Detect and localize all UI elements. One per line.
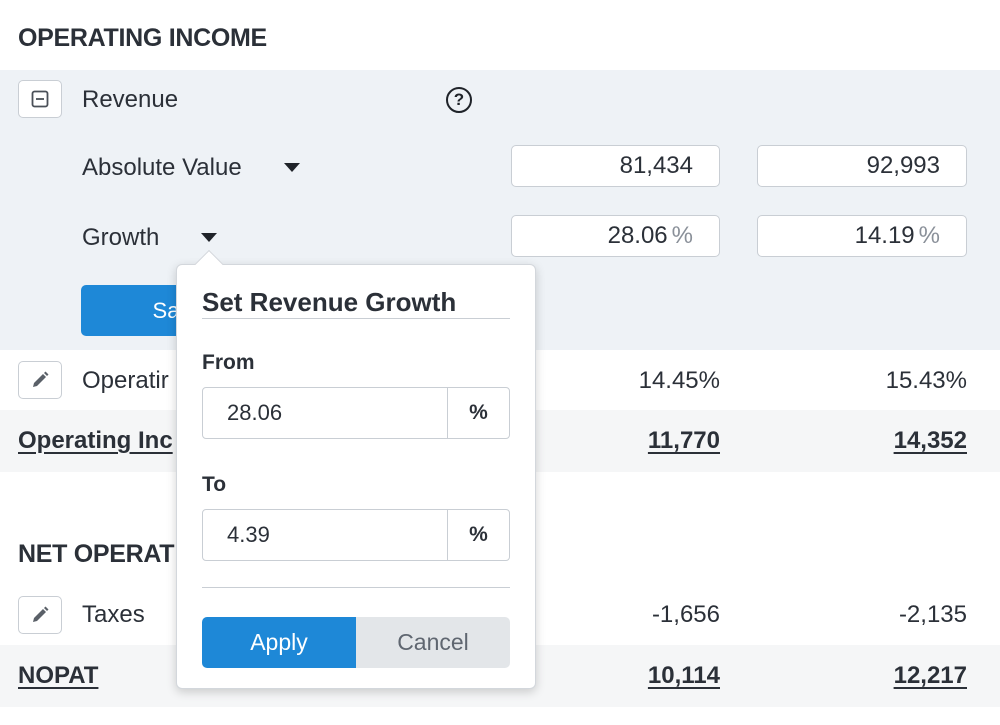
growth-label: Growth	[82, 224, 160, 251]
growth-unit-1: %	[671, 222, 693, 249]
absolute-value-dropdown-icon[interactable]	[284, 163, 300, 172]
operating-income-total-value-1: 11,770	[647, 427, 720, 454]
minus-square-icon	[31, 90, 49, 108]
pencil-icon	[33, 371, 49, 387]
operating-margin-label: Operatir	[82, 367, 169, 394]
help-icon[interactable]: ?	[446, 87, 472, 113]
absolute-value-2: 92,993	[866, 152, 940, 179]
nopat-label: NOPAT	[18, 662, 99, 689]
popover-title-divider	[202, 318, 510, 319]
growth-value-2: 14.19	[854, 222, 915, 249]
from-input[interactable]: 28.06	[227, 400, 283, 425]
operating-income-total-label: Operating Inc	[18, 427, 173, 454]
to-input[interactable]: 4.39	[227, 522, 270, 547]
from-label: From	[202, 351, 255, 374]
popover-title: Set Revenue Growth	[202, 287, 457, 317]
growth-input-1[interactable]: 28.06%	[511, 215, 720, 257]
set-revenue-growth-popover: Set Revenue Growth From 28.06 % To 4.39 …	[176, 264, 536, 689]
growth-dropdown-icon[interactable]	[201, 233, 217, 242]
save-button-label: Sa	[152, 297, 180, 323]
growth-unit-2: %	[918, 222, 940, 249]
section-title-operating-income: OPERATING INCOME	[18, 24, 267, 52]
operating-margin-value-2: 15.43%	[885, 367, 967, 394]
to-input-group: 4.39 %	[202, 509, 510, 561]
operating-income-total-value-2: 14,352	[893, 427, 967, 454]
absolute-value-1: 81,434	[619, 152, 693, 179]
operating-margin-value-1: 14.45%	[638, 367, 720, 394]
taxes-label: Taxes	[82, 601, 145, 628]
revenue-label: Revenue	[82, 86, 179, 113]
to-label: To	[202, 473, 227, 496]
growth-value-1: 28.06	[607, 222, 668, 249]
growth-input-2[interactable]: 14.19%	[757, 215, 967, 257]
collapse-revenue-button[interactable]	[18, 80, 62, 118]
from-percent-suffix: %	[447, 388, 509, 438]
absolute-value-label: Absolute Value	[82, 154, 242, 181]
to-percent-suffix: %	[447, 510, 509, 560]
from-input-group: 28.06 %	[202, 387, 510, 439]
absolute-value-input-2[interactable]: 92,993	[757, 145, 967, 187]
apply-button[interactable]: Apply	[202, 617, 356, 668]
taxes-value-1: -1,656	[651, 601, 720, 628]
nopat-value-2: 12,217	[893, 662, 967, 689]
edit-taxes-button[interactable]	[18, 596, 62, 634]
nopat-value-1: 10,114	[647, 662, 720, 689]
save-button[interactable]: Sa	[81, 285, 191, 336]
edit-operating-margin-button[interactable]	[18, 361, 62, 399]
taxes-value-2: -2,135	[898, 601, 967, 628]
cancel-button[interactable]: Cancel	[356, 617, 510, 668]
absolute-value-input-1[interactable]: 81,434	[511, 145, 720, 187]
section-title-net-operating: NET OPERAT	[18, 540, 175, 568]
pencil-icon	[33, 606, 49, 622]
popover-footer-divider	[202, 587, 510, 588]
